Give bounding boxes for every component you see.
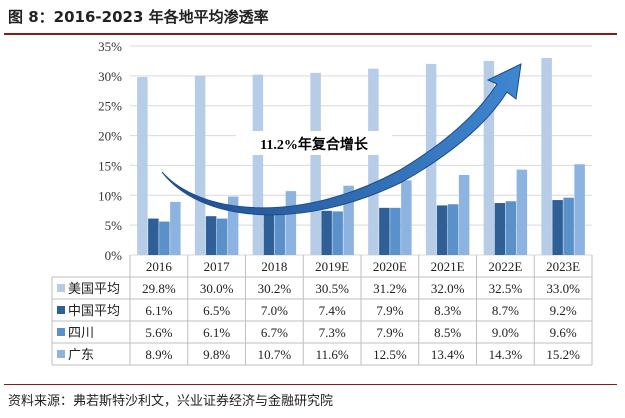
data-label: 7.9% (376, 303, 403, 318)
y-tick-label: 5% (105, 218, 123, 233)
bar-广东-2021E (458, 174, 470, 255)
data-label: 8.9% (145, 347, 172, 362)
bar-中国平均-2021E (436, 205, 448, 255)
source-rule (4, 384, 617, 385)
category-label: 2020E (373, 259, 407, 274)
y-tick-label: 0% (105, 248, 123, 263)
bar-美国平均-2022E (483, 60, 495, 255)
y-axis: 0% 5% 10% 15% 20% 25% 30% 35% (98, 39, 122, 263)
source-note: 资料来源：弗若斯特沙利文，兴业证券经济与金融研究院 (8, 394, 334, 409)
data-label: 5.6% (145, 325, 172, 340)
cagr-annotation: 11.2%年复合增长 (260, 136, 369, 153)
data-label: 9.6% (550, 325, 577, 340)
data-label: 9.8% (203, 347, 230, 362)
data-label: 7.9% (376, 325, 403, 340)
data-label: 8.7% (492, 303, 519, 318)
bar-四川-2018 (274, 214, 286, 255)
bar-中国平均-2019E (321, 210, 332, 255)
legend-swatch (57, 284, 65, 292)
bar-广东-2023E (574, 164, 585, 255)
bar-广东-2020E (401, 180, 412, 255)
bar-美国平均-2017 (194, 75, 206, 255)
bar-美国平均-2020E (368, 68, 379, 255)
bar-美国平均-2019E (310, 72, 321, 255)
category-label: 2021E (431, 259, 465, 274)
category-label: 2017 (204, 259, 231, 274)
data-label: 30.0% (200, 281, 234, 296)
bar-中国平均-2023E (552, 200, 563, 255)
bar-中国平均-2020E (379, 207, 390, 255)
bar-中国平均-2022E (494, 203, 506, 255)
bar-美国平均-2016 (137, 77, 148, 256)
y-tick-label: 30% (98, 69, 122, 84)
data-label: 32.5% (489, 281, 523, 296)
data-label: 33.0% (546, 281, 580, 296)
bar-四川-2020E (390, 207, 401, 255)
category-label: 2016 (146, 259, 173, 274)
data-label: 15.2% (546, 347, 580, 362)
y-tick-label: 10% (98, 188, 122, 203)
legend-swatch (57, 306, 65, 314)
data-label: 8.3% (434, 303, 461, 318)
data-label: 13.4% (431, 347, 465, 362)
bar-广东-2019E (343, 185, 354, 255)
data-label: 6.5% (203, 303, 230, 318)
bar-四川-2021E (447, 204, 459, 255)
data-table: 2016 2017 2018 2019E 2020E 2021E 2022E 2023E 美国平… (51, 255, 593, 366)
data-label: 7.3% (319, 325, 346, 340)
data-label: 7.4% (319, 303, 346, 318)
y-tick-label: 35% (98, 39, 122, 54)
annotation-box (236, 131, 392, 155)
legend-swatch (57, 350, 65, 358)
bar-美国平均-2018 (252, 74, 264, 255)
legend-label: 中国平均 (68, 303, 120, 318)
bar-中国平均-2017 (205, 216, 217, 255)
category-label: 2019E (315, 259, 349, 274)
data-label: 11.6% (316, 347, 349, 362)
data-label: 32.0% (431, 281, 465, 296)
category-label: 2023E (546, 259, 580, 274)
bar-广东-2016 (170, 201, 181, 255)
legend-label: 四川 (68, 325, 94, 340)
data-label: 12.5% (373, 347, 407, 362)
legend-label: 美国平均 (68, 281, 120, 296)
figure-title: 图 8：2016-2023 年各地平均渗透率 (8, 8, 269, 26)
bar-四川-2019E (332, 211, 343, 255)
legend-label: 广东 (68, 347, 94, 362)
data-label: 6.7% (261, 325, 288, 340)
data-label: 6.1% (203, 325, 230, 340)
data-label: 29.8% (142, 281, 176, 296)
bar-四川-2017 (216, 218, 228, 255)
data-label: 9.2% (550, 303, 577, 318)
category-label: 2022E (488, 259, 522, 274)
bar-四川-2023E (563, 197, 574, 255)
y-tick-label: 20% (98, 129, 122, 144)
category-label: 2018 (261, 259, 287, 274)
data-label: 9.0% (492, 325, 519, 340)
y-tick-label: 25% (98, 99, 122, 114)
y-tick-label: 15% (98, 158, 122, 173)
legend-swatch (57, 328, 65, 336)
data-label: 7.0% (261, 303, 288, 318)
bar-中国平均-2018 (263, 213, 275, 255)
data-label: 14.3% (489, 347, 523, 362)
data-label: 10.7% (258, 347, 292, 362)
data-label: 6.1% (145, 303, 172, 318)
data-label: 30.5% (315, 281, 349, 296)
data-label: 30.2% (258, 281, 292, 296)
data-label: 31.2% (373, 281, 407, 296)
bar-美国平均-2023E (541, 57, 552, 255)
data-label: 8.5% (434, 325, 461, 340)
bar-中国平均-2016 (148, 218, 159, 255)
title-rule (4, 33, 617, 35)
bar-四川-2016 (159, 221, 170, 255)
bar-广东-2017 (227, 196, 239, 255)
bar-广东-2022E (516, 169, 528, 255)
growth-arrow (161, 63, 522, 216)
bar-四川-2022E (505, 201, 517, 255)
bar-广东-2018 (285, 191, 297, 255)
